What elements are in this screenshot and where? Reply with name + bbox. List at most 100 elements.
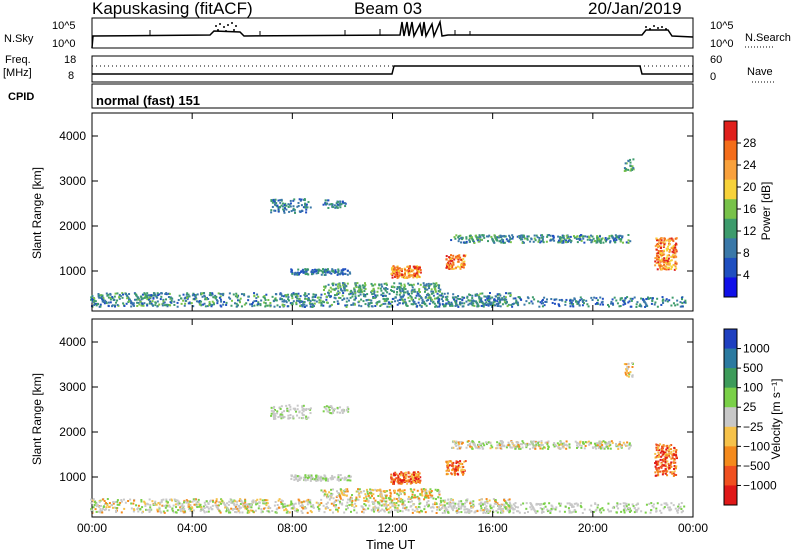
echo-cell [441,296,444,299]
echo-cell [580,444,583,447]
echo-cell [162,299,165,302]
echo-cell [392,479,395,482]
echo-cell [143,296,146,299]
echo-cell [324,268,327,271]
echo-cell [112,502,115,505]
echo-cell [375,506,378,509]
echo-cell [349,296,352,299]
echo-cell [578,444,581,447]
echo-cell [201,295,204,298]
echo-cell [190,508,193,511]
echo-cell [211,300,214,303]
echo-cell [454,466,457,469]
echo-cell [661,454,664,457]
echo-cell [463,260,466,263]
echo-cell [443,501,446,504]
echo-cell [403,489,406,492]
echo-cell [224,506,227,509]
echo-cell [655,510,658,513]
echo-cell [321,300,324,303]
echo-cell [436,292,439,295]
echo-cell [417,472,420,475]
echo-cell [401,274,404,277]
freq-frame [91,55,694,83]
echo-cell [185,293,188,296]
echo-cell [193,503,196,506]
echo-cell [323,270,326,273]
echo-cell [473,304,476,307]
echo-cell [225,301,228,304]
echo-cell [118,297,121,300]
echo-cell [204,305,207,308]
echo-cell [629,510,632,513]
echo-cell [331,288,334,291]
echo-cell [572,510,575,513]
echo-cell [574,510,577,513]
echo-cell [577,237,580,240]
echo-cell [675,267,678,270]
echo-cell [494,499,497,502]
echo-cell [162,504,165,507]
echo-cell [300,198,303,201]
echo-cell [327,294,330,297]
echo-cell [657,239,660,242]
echo-cell [252,499,255,502]
echo-cell [460,446,463,449]
echo-cell [677,509,680,512]
echo-cell [403,491,406,494]
echo-cell [452,509,455,512]
echo-cell [355,505,358,508]
echo-cell [644,302,647,305]
echo-cell [543,502,546,505]
echo-cell [220,502,223,505]
cpid-frame [91,83,694,109]
echo-cell [283,299,286,302]
echo-cell [602,241,605,244]
echo-cell [219,501,222,504]
echo-cell [279,413,282,416]
echo-cell [629,305,632,308]
echo-cell [621,236,624,239]
echo-cell [105,292,108,295]
echo-cell [454,237,457,240]
echo-cell [173,300,176,303]
echo-cell [448,502,451,505]
echo-cell [399,291,402,294]
echo-cell [309,300,312,303]
echo-cell [264,305,267,308]
echo-cell [604,237,607,240]
echo-cell [276,410,279,413]
echo-cell [614,234,617,237]
echo-cell [420,488,423,491]
echo-cell [587,305,590,308]
echo-cell [627,234,630,237]
echo-cell [448,257,451,260]
echo-cell [535,511,538,514]
echo-cell [668,243,671,246]
echo-cell [412,481,415,484]
echo-cell [580,298,583,301]
echo-cell [501,444,504,447]
echo-cell [431,494,434,497]
echo-cell [339,479,342,482]
echo-cell [319,478,322,481]
echo-cell [413,479,416,482]
echo-cell [290,474,293,477]
echo-cell [654,257,657,260]
echo-cell [202,509,205,512]
echo-cell [662,245,665,248]
echo-cell [295,296,298,299]
echo-cell [532,440,535,443]
echo-cell [107,305,110,308]
echo-cell [390,272,393,275]
echo-cell [665,298,668,301]
echo-cell [317,502,320,505]
echo-cell [555,444,558,447]
power-frame [91,112,694,312]
echo-cell [605,240,608,243]
echo-cell [393,509,396,512]
echo-cell [299,199,302,202]
echo-cell [173,303,176,306]
echo-cell [323,493,326,496]
echo-cell [483,444,486,447]
